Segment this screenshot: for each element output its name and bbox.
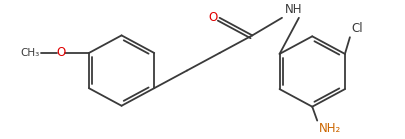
Text: NH: NH [284, 3, 302, 16]
Text: O: O [56, 46, 66, 59]
Text: O: O [208, 11, 217, 24]
Text: CH₃: CH₃ [20, 48, 39, 58]
Text: Cl: Cl [350, 22, 362, 35]
Text: NH₂: NH₂ [318, 122, 341, 135]
